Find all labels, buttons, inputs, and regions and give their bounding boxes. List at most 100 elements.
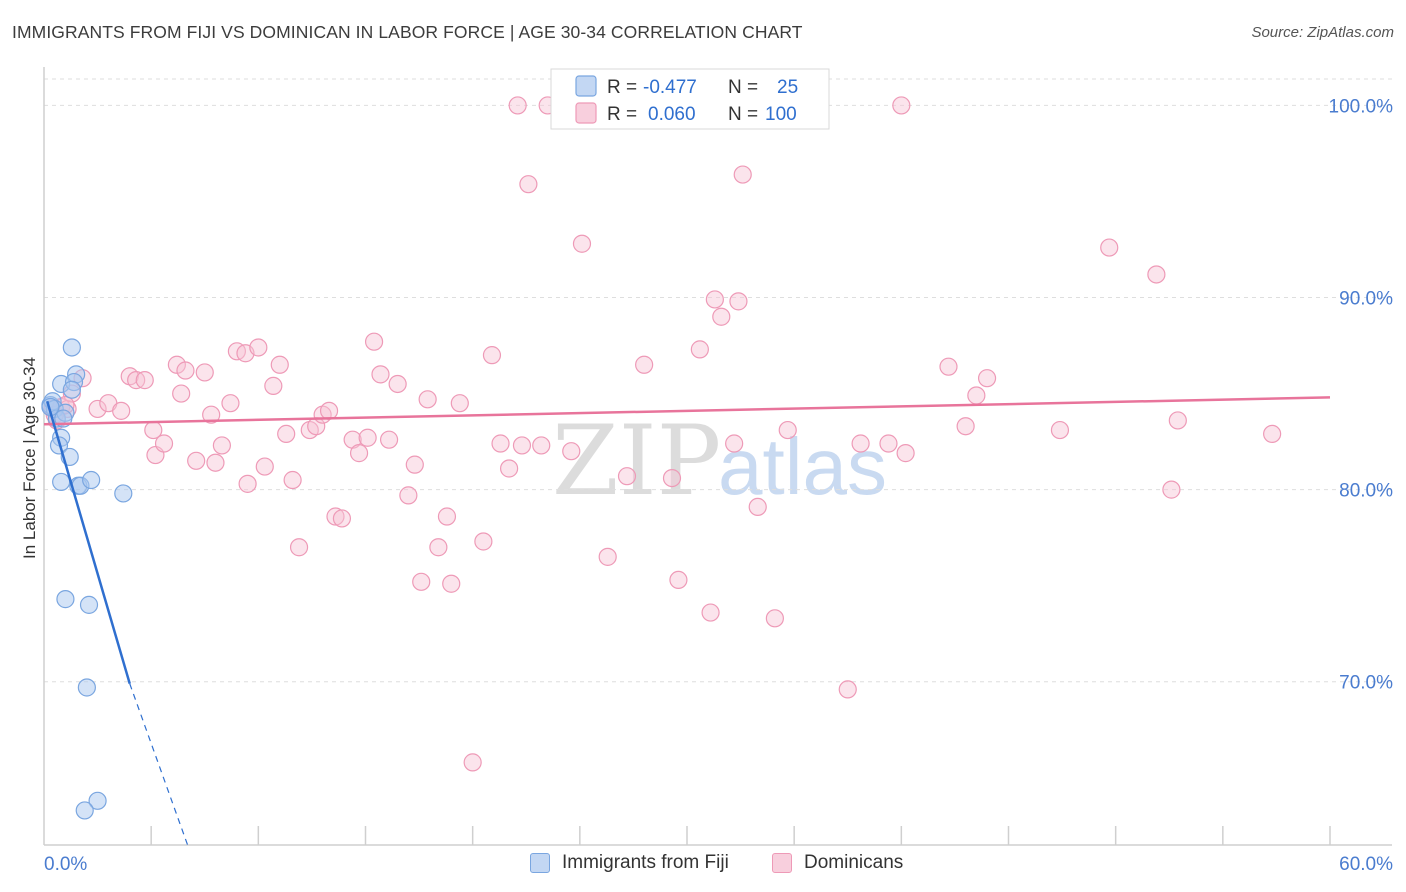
dominican-point bbox=[519, 175, 538, 194]
fiji-point bbox=[77, 678, 96, 697]
series-legend: Immigrants from Fiji Dominicans bbox=[0, 852, 1406, 878]
dominican-point bbox=[712, 307, 731, 326]
legend-fiji-r-label: R = bbox=[607, 77, 637, 98]
trend-lines bbox=[43, 396, 1331, 846]
dominican-point bbox=[371, 365, 390, 384]
dominican-point bbox=[88, 399, 107, 419]
dominican-point bbox=[249, 338, 268, 357]
fiji-point bbox=[62, 380, 81, 399]
y-axis-tick-labels: 100.0% 90.0% 80.0% 70.0% bbox=[1329, 96, 1394, 693]
dominican-point bbox=[283, 470, 302, 490]
dominican-point bbox=[1100, 238, 1119, 257]
fiji-point bbox=[82, 470, 101, 490]
fiji-point bbox=[56, 590, 75, 609]
dominican-point bbox=[778, 420, 797, 440]
dominican-point bbox=[379, 430, 399, 449]
dominican-point bbox=[532, 436, 551, 455]
legend-box bbox=[550, 68, 830, 130]
gridlines bbox=[44, 78, 1392, 683]
dominican-point bbox=[221, 394, 240, 413]
legend-dominican-label: Dominicans bbox=[804, 852, 904, 873]
dominican-point bbox=[1168, 411, 1187, 430]
dominican-point bbox=[154, 434, 174, 453]
chart-title: IMMIGRANTS FROM FIJI VS DOMINICAN IN LAB… bbox=[12, 22, 803, 42]
axes bbox=[43, 67, 1392, 846]
dominican-point bbox=[195, 363, 214, 382]
dominican-point bbox=[364, 332, 384, 351]
watermark-atlas: atlas bbox=[718, 422, 887, 511]
dominican-point bbox=[1147, 265, 1166, 284]
dominican-point bbox=[135, 371, 154, 390]
dominican-point bbox=[500, 459, 519, 478]
watermark-zip: ZIP bbox=[552, 405, 721, 517]
dominican-point bbox=[690, 340, 709, 359]
correlation-legend: R = -0.477 N = 25 R = 0.060 N = 100 bbox=[550, 68, 830, 130]
legend-dominican-swatch bbox=[575, 102, 597, 124]
dominican-point bbox=[939, 357, 958, 376]
legend-fiji-n-label: N = bbox=[728, 77, 758, 98]
dominican-point bbox=[662, 468, 682, 488]
dominican-point bbox=[264, 376, 283, 395]
dominican-point bbox=[748, 497, 767, 517]
y-tick-label: 90.0% bbox=[1339, 289, 1393, 310]
dominican-point bbox=[418, 390, 437, 409]
dominican-point bbox=[729, 292, 748, 311]
fiji-point bbox=[62, 338, 81, 357]
dominican-point bbox=[669, 570, 688, 590]
legend-fiji-swatch bbox=[575, 75, 597, 97]
y-tick-label: 100.0% bbox=[1329, 96, 1394, 117]
dominican-point bbox=[562, 442, 581, 461]
legend-dominican-n-label: N = bbox=[728, 104, 758, 125]
fiji-point bbox=[88, 791, 107, 810]
dominican-point bbox=[617, 467, 637, 486]
dominican-point bbox=[1263, 424, 1282, 444]
dominican-point bbox=[635, 355, 654, 374]
dominican-point bbox=[474, 532, 493, 551]
dominican-point bbox=[326, 507, 345, 526]
fiji-point bbox=[52, 472, 71, 492]
y-tick-label: 80.0% bbox=[1339, 481, 1393, 502]
dominican-point bbox=[450, 394, 469, 413]
dominican-point bbox=[202, 405, 221, 424]
dominican-point bbox=[892, 96, 911, 115]
dominican-point bbox=[437, 507, 457, 526]
dominican-point bbox=[896, 444, 915, 463]
legend-item-fiji: Immigrants from Fiji bbox=[530, 852, 729, 874]
dominican-point bbox=[598, 547, 617, 566]
dominican-point bbox=[405, 455, 424, 474]
dominican-point bbox=[206, 453, 225, 472]
dominican-point bbox=[349, 444, 369, 463]
legend-item-dominican: Dominicans bbox=[772, 852, 903, 874]
dominican-point bbox=[967, 386, 986, 405]
dominican-point bbox=[255, 457, 274, 476]
dominican-point bbox=[176, 361, 195, 380]
dominican-point bbox=[442, 574, 461, 593]
fiji-point bbox=[75, 801, 94, 820]
dominican-point bbox=[429, 538, 448, 557]
y-axis-label: In Labor Force | Age 30-34 bbox=[20, 357, 39, 559]
dominican-point bbox=[187, 451, 206, 470]
dominican-point bbox=[172, 384, 191, 403]
dominican-point bbox=[725, 434, 744, 453]
fiji-point bbox=[79, 595, 99, 614]
dominican-point bbox=[332, 509, 352, 528]
legend-fiji-r-value: -0.477 bbox=[643, 77, 697, 98]
dominican-point bbox=[851, 434, 870, 453]
dominican-point bbox=[879, 434, 898, 453]
dominican-point bbox=[358, 428, 377, 447]
dominican-point bbox=[733, 165, 752, 184]
dominican-point bbox=[705, 290, 724, 309]
legend-fiji-label: Immigrants from Fiji bbox=[562, 852, 729, 873]
legend-fiji-n-value: 25 bbox=[777, 77, 798, 98]
dominican-point bbox=[701, 603, 720, 622]
y-tick-label: 70.0% bbox=[1339, 673, 1393, 694]
fiji-point bbox=[114, 484, 133, 503]
dominican-point bbox=[238, 474, 257, 493]
x-axis-ticks bbox=[150, 826, 1331, 845]
dominican-point bbox=[1162, 480, 1181, 499]
source-label: Source: ZipAtlas.com bbox=[1251, 24, 1394, 41]
fiji-trend-extension bbox=[129, 683, 189, 846]
legend-fiji-marker bbox=[530, 853, 550, 873]
dominican-point bbox=[112, 401, 131, 420]
